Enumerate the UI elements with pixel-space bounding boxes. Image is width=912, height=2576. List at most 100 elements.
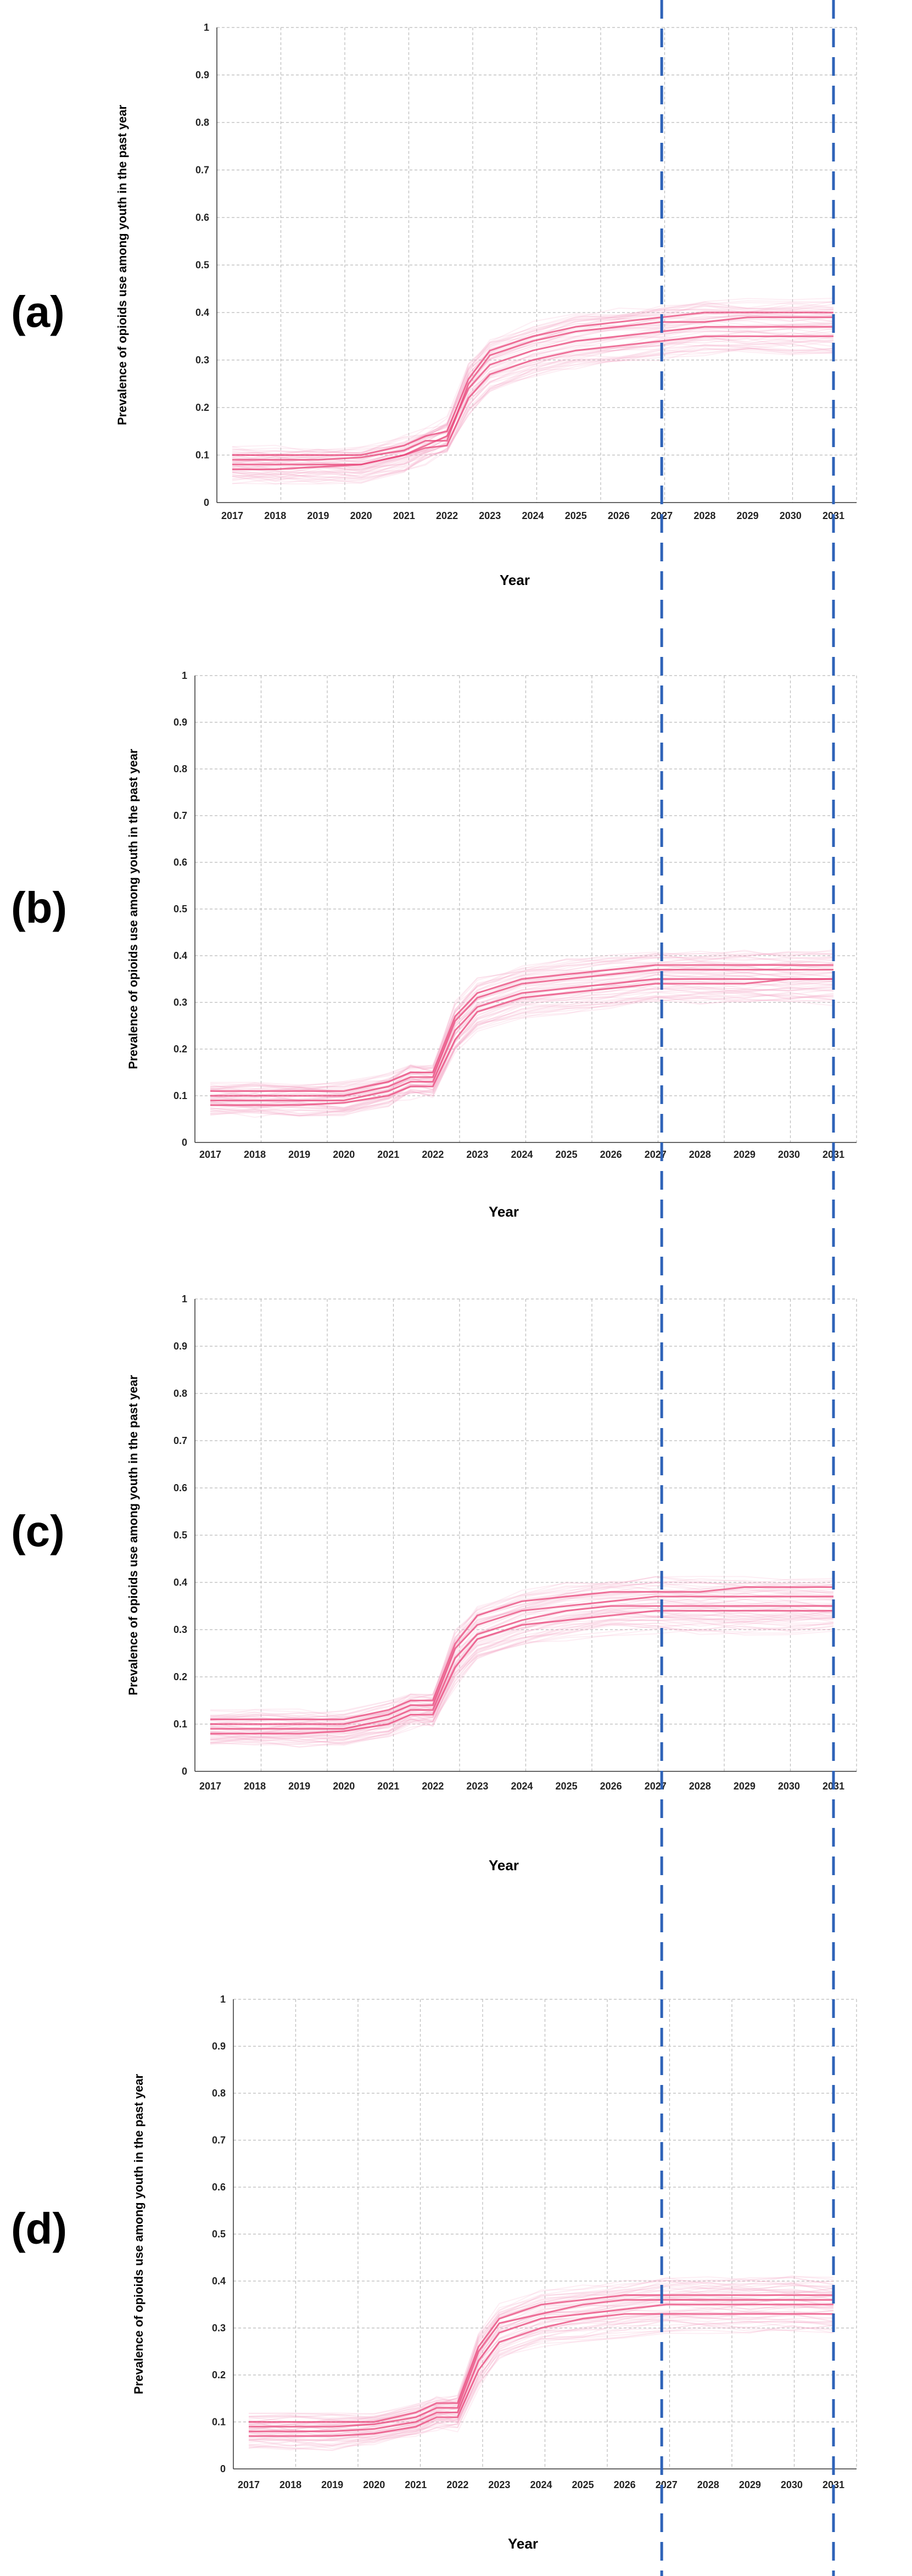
simulation-run-line — [232, 338, 834, 479]
simulation-run-line — [248, 2276, 834, 2419]
x-tick-label: 2027 — [656, 2479, 678, 2490]
simulation-run-line — [248, 2302, 834, 2435]
simulation-run-line — [248, 2286, 834, 2427]
x-tick-label: 2030 — [778, 1149, 800, 1160]
simulation-run-line — [210, 996, 834, 1118]
simulation-run-line — [232, 331, 834, 475]
simulation-run-line — [210, 974, 834, 1105]
y-axis-label: Prevalence of opioids use among youth in… — [126, 1375, 140, 1696]
x-tick-label: 2026 — [614, 2479, 636, 2490]
series-line-4 — [232, 311, 833, 456]
simulation-run-line — [210, 974, 834, 1103]
simulation-run-line — [248, 2313, 834, 2439]
y-tick-label: 0.6 — [212, 2182, 226, 2193]
x-tick-label: 2025 — [556, 1149, 578, 1160]
simulation-run-line — [210, 952, 834, 1088]
simulation-run-line — [232, 339, 834, 479]
y-tick-label: 0.6 — [174, 857, 187, 868]
simulation-run-line — [232, 326, 834, 473]
simulation-run-line — [248, 2283, 834, 2426]
simulation-run-line — [210, 949, 834, 1088]
series-line-2 — [210, 978, 833, 1106]
y-tick-label: 0 — [204, 497, 209, 508]
y-tick-label: 0.8 — [174, 1388, 187, 1399]
simulation-run-line — [210, 1576, 834, 1715]
x-tick-label: 2017 — [221, 510, 243, 521]
x-tick-label: 2019 — [321, 2479, 343, 2490]
simulation-run-line — [210, 956, 834, 1092]
simulation-run-line — [248, 2319, 834, 2447]
simulation-band — [248, 2275, 834, 2451]
simulation-run-line — [210, 1595, 834, 1729]
simulation-run-line — [232, 324, 834, 471]
simulation-run-line — [248, 2285, 834, 2426]
simulation-run-line — [248, 2327, 834, 2450]
simulation-run-line — [210, 949, 834, 1086]
series-line-1 — [249, 2304, 833, 2433]
simulation-run-line — [248, 2282, 833, 2420]
y-tick-label: 0.5 — [195, 260, 209, 271]
simulation-run-line — [248, 2317, 834, 2446]
y-tick-label: 0.3 — [212, 2323, 226, 2334]
simulation-run-line — [232, 314, 834, 465]
simulation-run-line — [232, 319, 834, 464]
simulation-run-line — [248, 2298, 834, 2435]
simulation-run-line — [210, 1598, 834, 1731]
simulation-run-line — [210, 1582, 834, 1719]
x-tick-label: 2021 — [377, 1149, 399, 1160]
simulation-run-line — [210, 1622, 834, 1744]
simulation-run-line — [232, 335, 834, 476]
y-tick-label: 1 — [220, 1994, 226, 2005]
y-tick-label: 0.9 — [212, 2041, 226, 2052]
simulation-run-line — [232, 315, 834, 465]
simulation-run-line — [210, 1613, 834, 1738]
x-tick-label: 2026 — [600, 1149, 622, 1160]
x-tick-label: 2029 — [734, 1149, 756, 1160]
series-line-3 — [232, 316, 833, 461]
simulation-run-line — [232, 301, 834, 456]
y-tick-label: 0.1 — [174, 1719, 187, 1730]
simulation-run-line — [210, 1615, 834, 1743]
y-tick-label: 0.2 — [174, 1044, 187, 1055]
simulation-run-line — [210, 990, 834, 1114]
simulation-run-line — [232, 348, 834, 482]
simulation-run-line — [210, 996, 834, 1117]
x-tick-label: 2030 — [778, 1781, 800, 1792]
series-line-4 — [210, 1586, 833, 1720]
panel-label: (b) — [11, 883, 67, 932]
x-tick-label: 2028 — [689, 1781, 711, 1792]
panel-label: (d) — [11, 2204, 67, 2253]
panels: (a) 0 0.1 0.2 0.3 0.4 0.5 0.6 0.7 0.8 0.9 1 2017 2018… — [11, 22, 857, 2552]
x-tick-label: 2021 — [393, 510, 415, 521]
simulation-run-line — [232, 326, 834, 471]
simulation-run-line — [248, 2283, 834, 2424]
simulation-run-line — [232, 334, 834, 475]
simulation-run-line — [248, 2307, 834, 2439]
x-tick-label: 2021 — [405, 2479, 427, 2490]
series-line-3 — [210, 1596, 833, 1725]
x-axis-label: Year — [489, 1203, 519, 1220]
simulation-run-line — [210, 1581, 834, 1721]
y-tick-label: 0.6 — [174, 1482, 187, 1493]
y-axis-label: Prevalence of opioids use among youth in… — [126, 749, 140, 1069]
simulation-run-line — [210, 1587, 834, 1725]
simulation-run-line — [210, 963, 834, 1098]
x-tick-label: 2022 — [436, 510, 458, 521]
x-tick-label: 2018 — [279, 2479, 301, 2490]
x-tick-label: 2019 — [307, 510, 329, 521]
series-line-2 — [210, 1610, 833, 1735]
simulation-run-line — [232, 341, 834, 480]
simulation-run-line — [248, 2324, 834, 2451]
x-tick-label: 2028 — [693, 510, 715, 521]
simulation-run-line — [210, 987, 834, 1111]
y-tick-label: 0.5 — [174, 904, 187, 915]
chart-panel-d: (d) 0 0.1 0.2 0.3 0.4 0.5 0.6 0.7 0.8 0.9 1 2017 2018… — [11, 1994, 857, 2552]
simulation-run-line — [210, 1576, 834, 1719]
simulation-run-line — [232, 300, 834, 454]
simulation-run-line — [210, 994, 834, 1117]
simulation-run-line — [210, 971, 834, 1102]
simulation-run-line — [210, 1619, 834, 1745]
x-tick-label: 2018 — [244, 1781, 266, 1792]
simulation-run-line — [248, 2275, 834, 2419]
simulation-run-line — [210, 989, 834, 1111]
